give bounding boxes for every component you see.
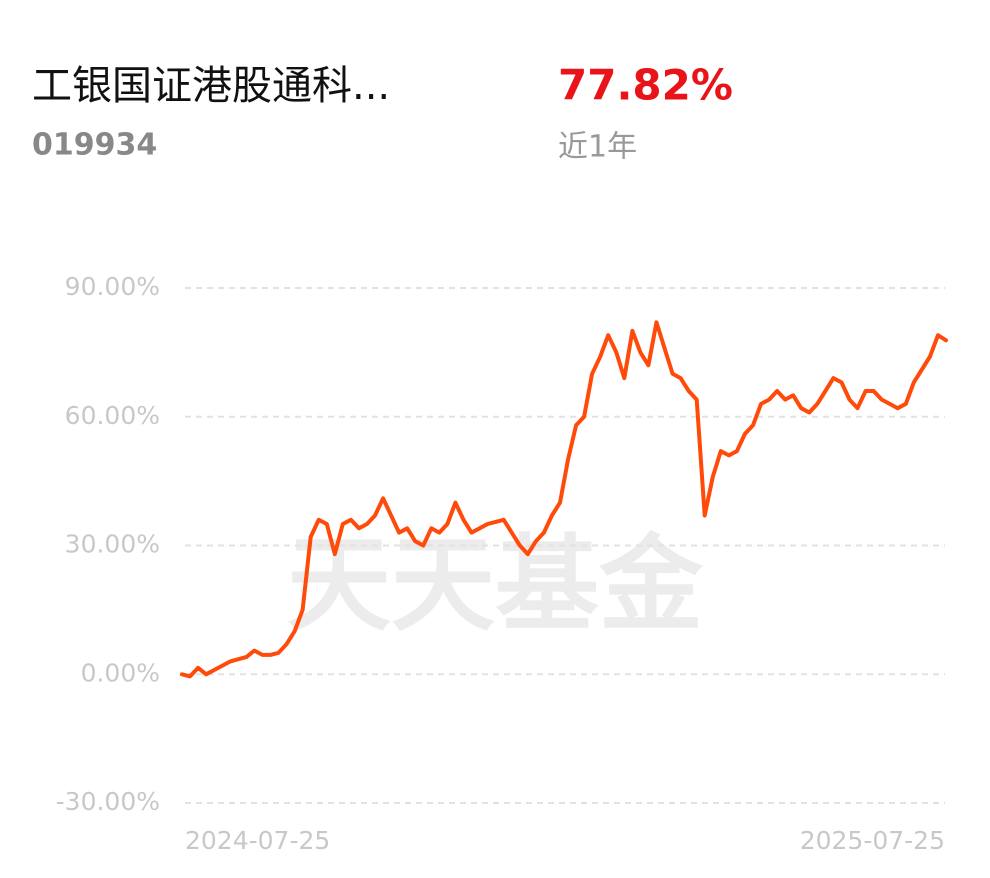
fund-code: 019934 [32,128,157,163]
return-value: 77.82% [558,61,733,110]
y-tick-label: 30.00% [65,530,160,559]
y-tick-label: -30.00% [56,787,160,816]
fund-name: 工银国证港股通科... [32,63,390,109]
x-tick-label: 2024-07-25 [185,826,330,855]
watermark: 天天基金 [287,523,704,645]
y-tick-label: 60.00% [65,401,160,430]
y-tick-label: 90.00% [65,272,160,301]
return-period: 近1年 [558,130,637,165]
line-series [180,320,948,679]
x-tick-label: 2025-07-25 [800,826,945,855]
y-tick-label: 0.00% [81,658,160,687]
